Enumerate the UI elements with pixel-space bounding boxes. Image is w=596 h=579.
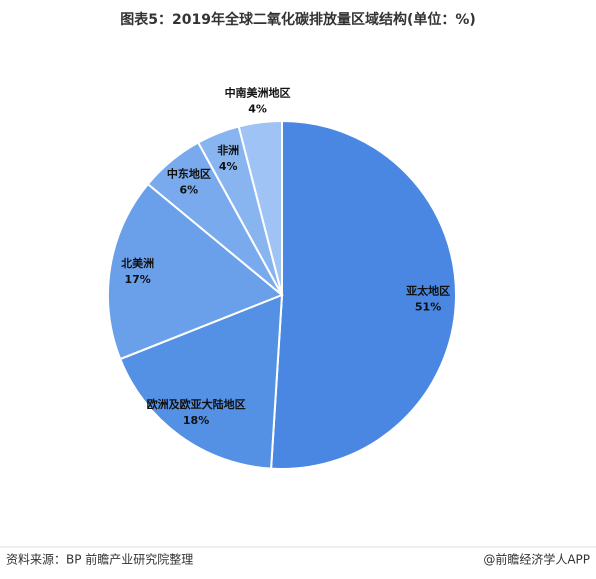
credit: @前瞻经济学人APP xyxy=(483,552,590,567)
pie-slice xyxy=(107,182,284,361)
slice-label: 中南美洲地区 xyxy=(225,86,291,100)
slice-value: 17% xyxy=(124,273,150,286)
slice-label: 亚太地区 xyxy=(406,284,450,298)
slice-value: 6% xyxy=(179,183,198,196)
slice-value: 18% xyxy=(183,414,209,427)
slice-label: 非洲 xyxy=(217,143,239,157)
chart-title: 图表5：2019年全球二氧化碳排放量区域结构(单位：%) xyxy=(120,11,476,28)
slice-value: 4% xyxy=(248,103,267,116)
slice-label: 北美洲 xyxy=(121,256,154,270)
slice-value: 4% xyxy=(219,160,238,173)
slice-label: 中东地区 xyxy=(167,166,211,180)
source: 资料来源：BP 前瞻产业研究院整理 xyxy=(6,552,193,567)
pie-slice xyxy=(237,119,283,296)
slice-value: 51% xyxy=(415,301,441,314)
pie-slice xyxy=(118,293,284,470)
slice-label: 欧洲及欧亚大陆地区 xyxy=(147,397,246,411)
pie-slice xyxy=(270,119,457,470)
